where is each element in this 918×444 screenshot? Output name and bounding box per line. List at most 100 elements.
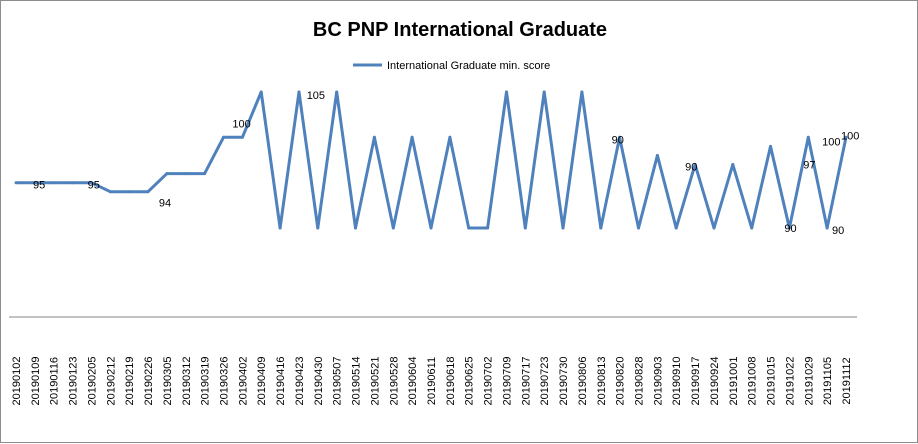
x-tick-label: 20190813: [596, 357, 608, 406]
x-tick-label: 20191105: [822, 357, 834, 405]
data-label: 90: [832, 225, 844, 237]
data-point: [184, 172, 188, 176]
x-tick-label: 20190326: [219, 357, 231, 406]
x-tick-label: 20190717: [520, 357, 532, 406]
x-tick-label: 20190903: [652, 357, 664, 406]
data-point: [259, 90, 263, 94]
x-tick-label: 20190910: [671, 357, 683, 406]
data-label: 90: [612, 134, 624, 146]
x-tick-label: 20190212: [105, 357, 117, 406]
x-tick-label: 20190219: [124, 357, 136, 406]
data-label: 105: [307, 90, 325, 102]
data-point: [52, 181, 56, 185]
x-tick-label: 20191022: [784, 357, 796, 406]
x-tick-label: 20190611: [426, 357, 438, 405]
x-tick-label: 20191008: [747, 357, 759, 406]
data-label: 100: [822, 136, 840, 148]
x-tick-label: 20190507: [332, 357, 344, 406]
x-tick-label: 20190820: [615, 357, 627, 406]
data-point: [316, 226, 320, 230]
data-point: [599, 226, 603, 230]
data-point: [203, 172, 207, 176]
data-point: [523, 226, 527, 230]
x-tick-label: 20190521: [369, 357, 381, 406]
x-tick-label: 20190625: [464, 357, 476, 406]
series-line: [16, 90, 848, 230]
data-point: [467, 226, 471, 230]
data-point: [787, 226, 791, 230]
series-points: [14, 90, 848, 230]
x-tick-label: 20190828: [634, 357, 646, 406]
data-point: [844, 135, 848, 139]
data-point: [542, 90, 546, 94]
data-point: [391, 226, 395, 230]
x-tick-labels: 20190102 20190109 20190116 20190123 20190205…: [11, 357, 853, 406]
x-tick-label: 20190924: [709, 357, 721, 406]
x-tick-label: 20190319: [200, 357, 212, 406]
data-point: [561, 226, 565, 230]
x-tick-label: 20191112: [841, 357, 853, 404]
x-tick-label: 20191015: [766, 357, 778, 406]
data-point: [769, 144, 772, 148]
data-point: [448, 135, 452, 139]
x-tick-label: 20190312: [181, 357, 193, 406]
x-tick-label: 20190402: [237, 357, 249, 406]
data-point: [297, 90, 301, 94]
x-tick-label: 20190430: [313, 357, 325, 406]
x-tick-label: 20191001: [728, 357, 740, 406]
data-point: [806, 135, 810, 139]
data-point: [165, 172, 169, 176]
data-label: 97: [803, 160, 815, 172]
data-label: 100: [841, 130, 859, 142]
data-point: [410, 135, 414, 139]
x-tick-label: 20190123: [68, 357, 80, 406]
chart-title: BC PNP International Graduate: [313, 19, 607, 41]
data-point: [354, 226, 357, 230]
x-tick-label: 20190709: [502, 357, 514, 406]
data-point: [33, 181, 37, 185]
data-point: [750, 226, 754, 230]
data-point: [655, 154, 659, 157]
data-point: [222, 135, 225, 139]
x-tick-label: 20190409: [256, 357, 268, 406]
x-tick-label: 20190416: [275, 357, 287, 406]
data-point: [335, 90, 339, 94]
legend: International Graduate min. score: [353, 60, 550, 72]
x-tick-label: 20190423: [294, 357, 306, 406]
data-point: [14, 181, 18, 185]
x-tick-label: 20190618: [445, 357, 457, 406]
x-tick-label: 20190102: [11, 357, 23, 406]
data-point: [108, 190, 112, 194]
x-tick-label: 20190806: [577, 357, 589, 406]
data-point: [825, 226, 829, 230]
x-tick-label: 20190305: [162, 357, 174, 406]
data-point: [429, 226, 433, 230]
data-point: [693, 163, 697, 166]
data-point: [486, 226, 490, 230]
x-tick-label: 20190528: [388, 357, 400, 406]
data-label: 95: [88, 180, 100, 192]
data-point: [71, 181, 75, 185]
data-point: [127, 190, 131, 194]
data-label: 100: [232, 118, 250, 130]
x-tick-label: 20191029: [803, 357, 815, 406]
x-tick-label: 20190205: [87, 357, 99, 406]
x-tick-label: 20190702: [483, 357, 495, 406]
data-labels: 95 95 94 100 105 90 90 90 97 100 90 100: [33, 90, 859, 237]
data-label: 95: [33, 180, 45, 192]
data-point: [372, 135, 376, 139]
data-point: [731, 163, 735, 166]
data-point: [240, 135, 244, 139]
data-point: [712, 226, 716, 230]
legend-label: International Graduate min. score: [387, 60, 550, 72]
x-tick-label: 20190514: [351, 357, 363, 406]
data-point: [674, 226, 678, 230]
data-point: [618, 135, 622, 139]
x-tick-label: 20190604: [407, 357, 419, 406]
data-label: 90: [784, 223, 796, 235]
data-point: [90, 181, 93, 185]
data-point: [637, 226, 640, 230]
data-point: [580, 90, 584, 94]
